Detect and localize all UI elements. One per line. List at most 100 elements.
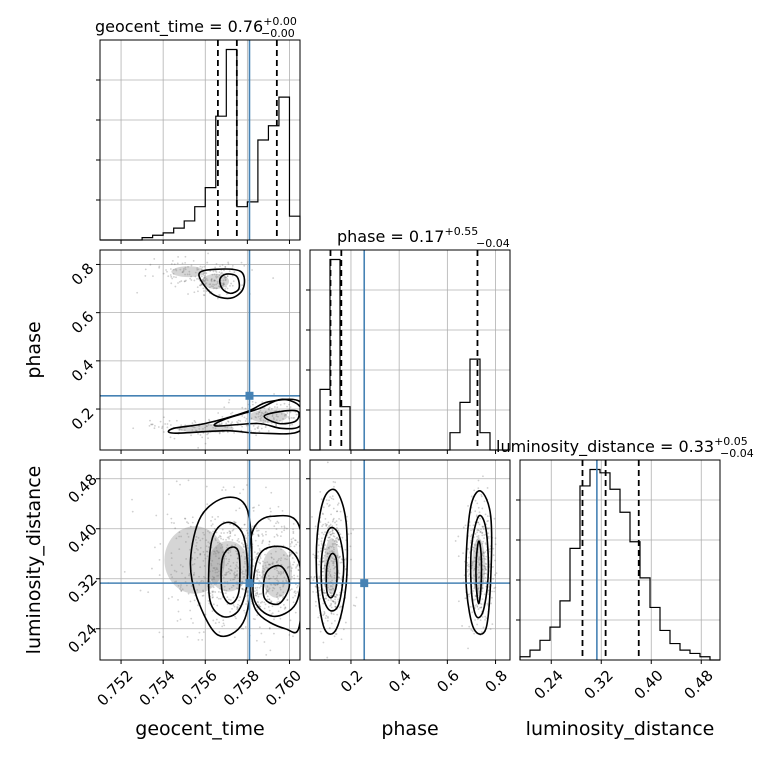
- density-core-luminosity_distance-vs-geocent_time-2: [164, 526, 226, 594]
- scatter-point: [241, 588, 244, 591]
- scatter-point: [477, 521, 479, 524]
- scatter-point: [205, 550, 208, 553]
- scatter-point: [221, 284, 224, 287]
- scatter-point: [196, 267, 199, 270]
- scatter-point: [480, 493, 483, 496]
- scatter-point: [472, 599, 475, 602]
- scatter-point: [194, 421, 197, 424]
- scatter-point: [272, 575, 275, 578]
- scatter-point: [288, 408, 291, 410]
- scatter-point: [470, 535, 472, 538]
- scatter-point: [233, 636, 236, 639]
- scatter-point: [174, 527, 177, 530]
- scatter-point: [169, 436, 172, 439]
- scatter-point: [483, 500, 486, 503]
- scatter-point: [151, 567, 153, 570]
- contour-luminosity_distance-vs-geocent_time-2: [189, 496, 253, 638]
- scatter-point: [233, 605, 236, 608]
- scatter-point: [239, 420, 242, 422]
- scatter-point: [334, 605, 337, 608]
- scatter-point: [326, 553, 329, 556]
- scatter-point: [179, 586, 182, 588]
- scatter-point: [175, 276, 177, 279]
- scatter-point: [318, 575, 321, 578]
- scatter-point: [215, 283, 218, 286]
- scatter-point: [151, 423, 154, 426]
- scatter-point: [282, 554, 285, 556]
- scatter-point: [199, 265, 202, 268]
- scatter-point: [191, 429, 194, 431]
- scatter-point: [178, 548, 181, 551]
- scatter-point: [484, 619, 486, 621]
- scatter-point: [197, 290, 199, 293]
- scatter-point: [328, 499, 330, 502]
- scatter-point: [331, 529, 334, 532]
- scatter-point: [264, 553, 266, 556]
- scatter-point: [297, 569, 300, 572]
- scatter-point: [204, 557, 207, 560]
- histogram-layer: [100, 40, 720, 661]
- scatter-point: [318, 563, 320, 566]
- scatter-point: [330, 513, 332, 516]
- scatter-point: [236, 574, 239, 577]
- scatter-point: [485, 572, 487, 575]
- scatter-point: [311, 516, 313, 518]
- scatter-point: [229, 548, 232, 551]
- scatter-point: [213, 287, 216, 289]
- scatter-point: [275, 577, 278, 580]
- scatter-point: [312, 590, 314, 593]
- scatter-point: [322, 570, 324, 573]
- scatter-point: [256, 592, 259, 595]
- scatter-point: [322, 614, 325, 617]
- scatter-point: [244, 407, 247, 410]
- scatter-point: [257, 544, 260, 547]
- scatter-point: [214, 551, 216, 553]
- scatter-point: [333, 574, 336, 577]
- scatter-point: [236, 421, 238, 423]
- scatter-point: [259, 409, 262, 412]
- scatter-point: [210, 424, 212, 427]
- scatter-point: [159, 420, 162, 423]
- scatter-point: [188, 270, 191, 273]
- scatter-point: [470, 495, 473, 498]
- scatter-point: [225, 572, 227, 574]
- scatter-point: [261, 601, 264, 603]
- scatter-point: [202, 273, 205, 276]
- scatter-point: [256, 529, 258, 532]
- scatter-point: [213, 553, 215, 555]
- scatter-point: [280, 570, 282, 573]
- scatter-point: [225, 293, 228, 295]
- scatter-point: [227, 536, 230, 538]
- histogram-luminosity_distance: [519, 468, 720, 661]
- scatter-point: [477, 536, 480, 539]
- scatter-point: [293, 591, 296, 594]
- scatter-point: [265, 592, 268, 594]
- scatter-point: [185, 558, 188, 560]
- scatter-point: [293, 574, 296, 577]
- scatter-point: [306, 407, 308, 409]
- scatter-point: [477, 559, 480, 562]
- scatter-point: [268, 406, 271, 409]
- scatter-point: [257, 577, 259, 580]
- scatter-point: [195, 547, 198, 550]
- scatter-point: [473, 574, 475, 577]
- scatter-point: [244, 534, 246, 537]
- scatter-point: [203, 274, 206, 277]
- scatter-point: [201, 436, 204, 439]
- title-geocent-time-minus: −0.00: [261, 27, 295, 40]
- scatter-point: [292, 563, 294, 566]
- scatter-point: [280, 572, 283, 575]
- scatter-point: [322, 533, 325, 536]
- scatter-point: [481, 534, 484, 537]
- scatter-point: [224, 266, 227, 269]
- scatter-point: [333, 558, 336, 561]
- scatter-point: [292, 522, 295, 525]
- scatter-point: [278, 572, 281, 575]
- scatter-point: [484, 562, 487, 565]
- scatter-point: [481, 598, 484, 601]
- scatter-point: [282, 585, 284, 588]
- scatter-point: [202, 594, 205, 597]
- scatter-point: [322, 513, 325, 516]
- scatter-point: [270, 583, 273, 586]
- scatter-point: [270, 408, 273, 410]
